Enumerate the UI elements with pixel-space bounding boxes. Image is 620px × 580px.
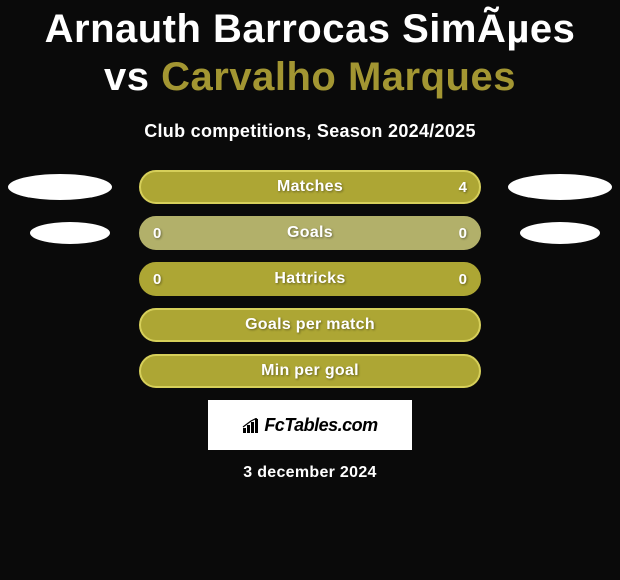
stat-left-value: 0 (153, 225, 161, 242)
right-pill (508, 174, 612, 200)
stats-rows: Matches 4 0 Goals 0 0 Hattricks 0 Goals per matc… (0, 170, 620, 388)
stat-label: Min per goal (261, 362, 359, 380)
left-pill (30, 222, 110, 244)
right-pill (520, 222, 600, 244)
stat-row: 0 Goals 0 (0, 216, 620, 250)
stat-bar: Goals per match (139, 308, 481, 342)
stat-label: Hattricks (274, 270, 345, 288)
stat-row: Goals per match (0, 308, 620, 342)
stat-right-value: 0 (459, 225, 467, 242)
stat-bar: Matches 4 (139, 170, 481, 204)
stat-row: Matches 4 (0, 170, 620, 204)
stat-bar: 0 Hattricks 0 (139, 262, 481, 296)
player2-name: Carvalho Marques (161, 55, 516, 99)
stat-row: 0 Hattricks 0 (0, 262, 620, 296)
stat-label: Goals (287, 224, 333, 242)
stat-bar: Min per goal (139, 354, 481, 388)
logo-content: FcTables.com (242, 415, 377, 436)
vs-text: vs (104, 55, 150, 99)
logo-box: FcTables.com (208, 400, 412, 450)
stat-label: Goals per match (245, 316, 375, 334)
date-text: 3 december 2024 (0, 464, 620, 482)
stat-right-value: 0 (459, 271, 467, 288)
stat-label: Matches (277, 178, 343, 196)
stat-right-value: 4 (459, 179, 467, 196)
stat-bar: 0 Goals 0 (139, 216, 481, 250)
comparison-infographic: Arnauth Barrocas SimÃµes vs Carvalho Mar… (0, 0, 620, 482)
subtitle: Club competitions, Season 2024/2025 (0, 121, 620, 142)
page-title: Arnauth Barrocas SimÃµes vs Carvalho Mar… (0, 0, 620, 109)
player1-name: Arnauth Barrocas SimÃµes (45, 7, 576, 51)
logo-text: FcTables.com (264, 415, 377, 435)
stat-left-value: 0 (153, 271, 161, 288)
left-pill (8, 174, 112, 200)
stat-row: Min per goal (0, 354, 620, 388)
chart-icon (242, 418, 262, 434)
